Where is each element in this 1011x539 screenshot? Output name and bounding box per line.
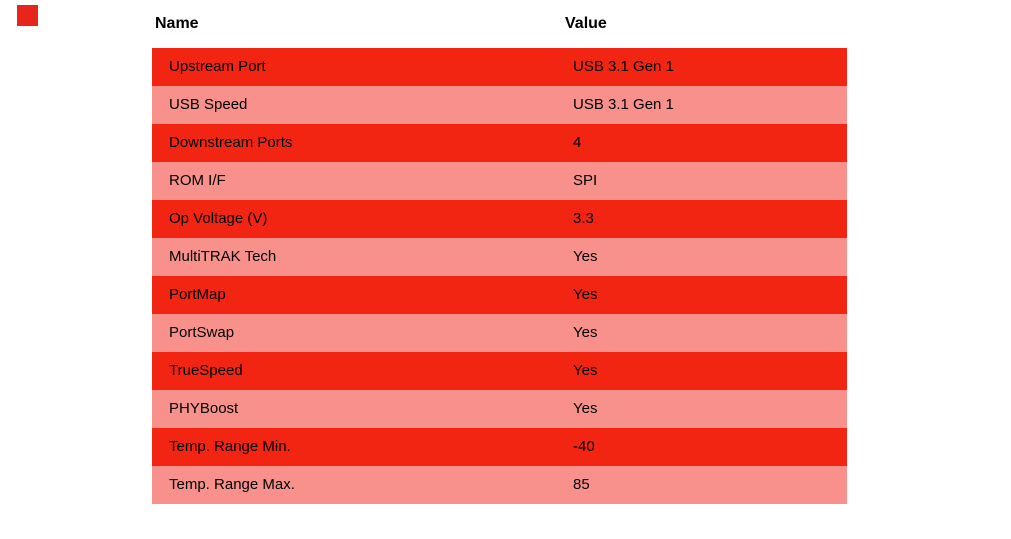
value-cell: Yes <box>573 286 598 303</box>
table-row: Op Voltage (V) 3.3 <box>152 200 847 238</box>
value-cell: -40 <box>573 438 595 455</box>
name-cell: TrueSpeed <box>169 362 243 379</box>
table-header-row: Name Value <box>152 10 847 48</box>
table-row: MultiTRAK Tech Yes <box>152 238 847 276</box>
table-row: Temp. Range Min. -40 <box>152 428 847 466</box>
value-cell: 4 <box>573 134 582 151</box>
name-cell: ROM I/F <box>169 172 226 189</box>
table-row: Downstream Ports 4 <box>152 124 847 162</box>
broken-image-placeholder-icon <box>17 5 38 26</box>
name-cell: MultiTRAK Tech <box>169 248 277 265</box>
table-row: PortMap Yes <box>152 276 847 314</box>
column-header-value: Value <box>565 15 607 32</box>
table-row: PortSwap Yes <box>152 314 847 352</box>
column-header-name: Name <box>155 15 199 32</box>
table-row: TrueSpeed Yes <box>152 352 847 390</box>
name-cell: Op Voltage (V) <box>169 210 268 227</box>
name-cell: Temp. Range Min. <box>169 438 291 455</box>
name-cell: Downstream Ports <box>169 134 293 151</box>
table-row: Temp. Range Max. 85 <box>152 466 847 504</box>
name-cell: PHYBoost <box>169 400 239 417</box>
value-cell: SPI <box>573 172 598 189</box>
name-cell: USB Speed <box>169 96 248 113</box>
spec-table: Name Value Upstream Port USB 3.1 Gen 1 U… <box>152 10 847 504</box>
name-cell: PortSwap <box>169 324 235 341</box>
name-cell: Temp. Range Max. <box>169 476 295 493</box>
value-cell: 85 <box>573 476 590 493</box>
table-row: PHYBoost Yes <box>152 390 847 428</box>
table-row: Upstream Port USB 3.1 Gen 1 <box>152 48 847 86</box>
value-cell: USB 3.1 Gen 1 <box>573 96 674 113</box>
value-cell: 3.3 <box>573 210 594 227</box>
name-cell: Upstream Port <box>169 58 266 75</box>
value-cell: Yes <box>573 324 598 341</box>
value-cell: Yes <box>573 362 598 379</box>
table-row: USB Speed USB 3.1 Gen 1 <box>152 86 847 124</box>
value-cell: Yes <box>573 248 598 265</box>
table-row: ROM I/F SPI <box>152 162 847 200</box>
value-cell: Yes <box>573 400 598 417</box>
name-cell: PortMap <box>169 286 226 303</box>
value-cell: USB 3.1 Gen 1 <box>573 58 674 75</box>
